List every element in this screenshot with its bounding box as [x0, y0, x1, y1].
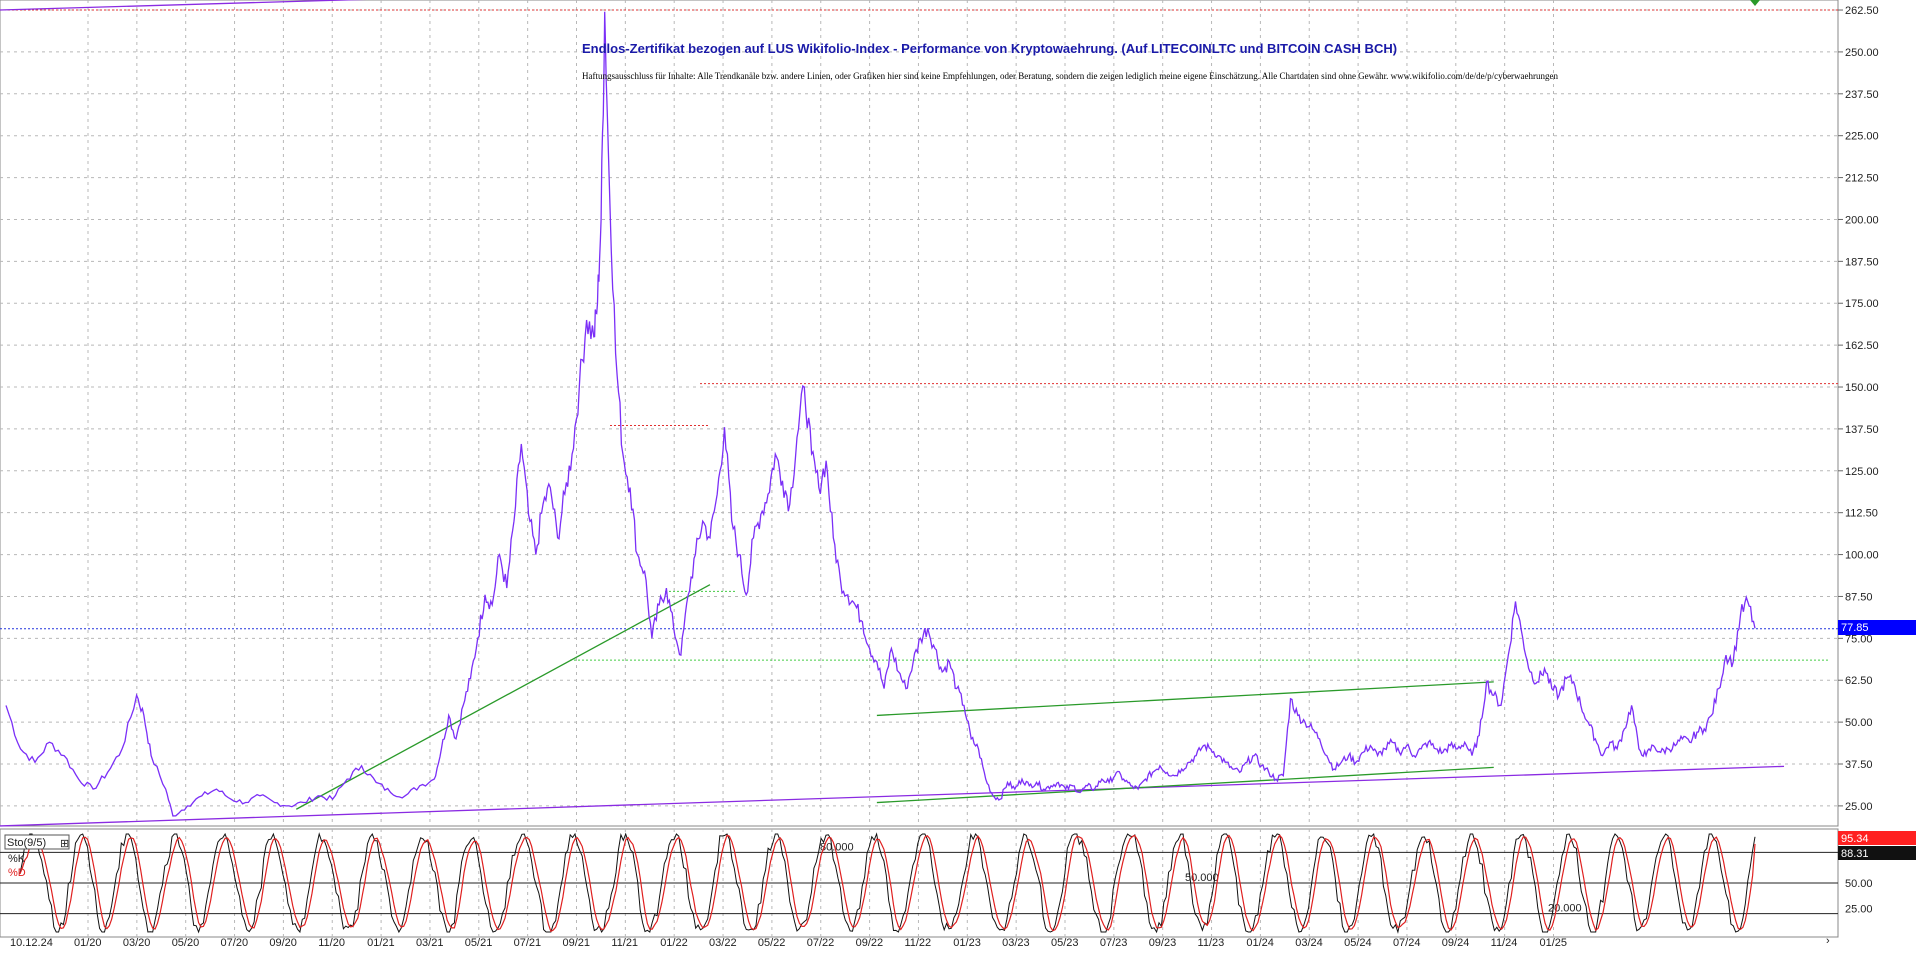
y-tick-label: 125.00 — [1845, 466, 1879, 478]
y-axis-ticks: 262.50 250.00 237.50 225.00 212.50 200.00 187.… — [1838, 5, 1879, 813]
y-tick-label: 112.50 — [1845, 508, 1878, 520]
trend-line — [876, 681, 1494, 717]
trend-line — [0, 0, 367, 11]
x-tick-label: 03/20 — [123, 937, 151, 948]
x-tick-label: 05/20 — [172, 937, 200, 948]
y-tick-label: 225.00 — [1845, 131, 1879, 143]
x-axis-ticks: 10.12.24 01/20 03/20 05/20 07/20 09/20 11/20 01… — [10, 937, 1568, 949]
stoch-k-tag — [1838, 831, 1916, 845]
y-tick-label: 200.00 — [1845, 214, 1879, 226]
x-tick-label: 11/23 — [1198, 937, 1225, 948]
scroll-right-icon[interactable]: › — [1826, 935, 1830, 947]
x-tick-label: 09/22 — [856, 937, 884, 948]
y-tick-label: 50.00 — [1845, 717, 1873, 729]
stochastic-lines — [19, 832, 1756, 934]
y-tick-label: 250.00 — [1845, 47, 1879, 59]
x-tick-label: 01/23 — [953, 937, 981, 948]
indicator-name: Sto(9/5) — [7, 837, 46, 849]
legend-d: %D — [8, 867, 26, 879]
last-value-tag — [1838, 620, 1916, 635]
x-tick-label: 07/20 — [221, 937, 249, 948]
y-tick-label: 150.00 — [1845, 382, 1879, 394]
last-value-label: 77.85 — [1841, 622, 1869, 634]
stoch-d-tag — [1838, 846, 1916, 860]
x-tick-label: 05/22 — [758, 937, 786, 948]
x-tick-label: 07/24 — [1393, 937, 1421, 948]
x-tick-label: 11/20 — [318, 937, 345, 948]
y-tick-label: 162.50 — [1845, 340, 1879, 352]
x-tick-label: 07/23 — [1100, 937, 1128, 948]
y-tick-label: 137.50 — [1845, 424, 1879, 436]
stoch-d-line — [19, 834, 1756, 933]
y-tick-label: 25.00 — [1845, 801, 1873, 813]
x-tick-label: 03/22 — [709, 937, 737, 948]
stoch-d-value: 88.31 — [1841, 848, 1869, 860]
reference-lines — [0, 9, 1838, 661]
x-tick-label: 11/22 — [904, 937, 931, 948]
y-tick-label: 100.00 — [1845, 550, 1879, 562]
legend-k: %K — [8, 853, 26, 865]
stoch-y-tick-label: 25.00 — [1845, 904, 1873, 916]
x-tick-label: 09/23 — [1149, 937, 1177, 948]
y-tick-label: 175.00 — [1845, 298, 1879, 310]
y-tick-label: 262.50 — [1845, 5, 1879, 17]
x-tick-label: 09/24 — [1442, 937, 1470, 948]
x-tick-label: 07/22 — [807, 937, 835, 948]
x-tick-label: 03/21 — [416, 937, 444, 948]
price-series-line — [5, 11, 1756, 817]
x-tick-label: 09/21 — [563, 937, 591, 948]
signal-marker-icon — [1750, 0, 1760, 6]
y-tick-label: 75.00 — [1845, 633, 1873, 645]
trend-line — [876, 766, 1494, 804]
chart-title: Endlos-Zertifikat bezogen auf LUS Wikifo… — [582, 41, 1397, 56]
x-tick-label: 05/21 — [465, 937, 493, 948]
x-tick-label: 01/20 — [74, 937, 102, 948]
y-tick-label: 212.50 — [1845, 173, 1879, 185]
expand-icon[interactable]: ⊞ — [60, 838, 69, 850]
disclaimer-text: Haftungsausschluss für Inhalte: Alle Tre… — [582, 71, 1559, 81]
y-tick-label: 37.50 — [1845, 759, 1873, 771]
trend-line — [295, 584, 711, 810]
x-tick-label: 09/20 — [269, 937, 297, 948]
x-tick-label: 11/24 — [1491, 937, 1518, 948]
y-tick-label: 87.50 — [1845, 591, 1873, 603]
y-tick-label: 187.50 — [1845, 256, 1879, 268]
y-tick-label: 237.50 — [1845, 89, 1879, 101]
y-tick-label: 62.50 — [1845, 675, 1873, 687]
x-tick-label: 10.12.24 — [10, 937, 53, 948]
x-tick-label: 01/25 — [1540, 937, 1568, 948]
x-tick-label: 01/22 — [660, 937, 688, 948]
x-tick-label: 05/24 — [1344, 937, 1372, 948]
stoch-level-label: 80.000 — [820, 841, 854, 853]
indicator-box[interactable] — [4, 834, 70, 850]
x-tick-label: 01/24 — [1246, 937, 1274, 948]
stoch-y-tick-label: 50.00 — [1845, 878, 1873, 890]
x-tick-label: 11/21 — [611, 937, 638, 948]
trend-line — [0, 765, 1785, 827]
stoch-k-value: 95.34 — [1841, 833, 1869, 845]
main-grid — [0, 0, 1838, 826]
main-panel — [0, 0, 1839, 827]
stoch-k-line — [19, 832, 1756, 934]
x-tick-label: 05/23 — [1051, 937, 1079, 948]
x-tick-label: 03/24 — [1295, 937, 1323, 948]
x-tick-label: 01/21 — [367, 937, 395, 948]
x-tick-label: 03/23 — [1002, 937, 1030, 948]
trend-lines — [0, 0, 1785, 827]
x-tick-label: 07/21 — [514, 937, 542, 948]
